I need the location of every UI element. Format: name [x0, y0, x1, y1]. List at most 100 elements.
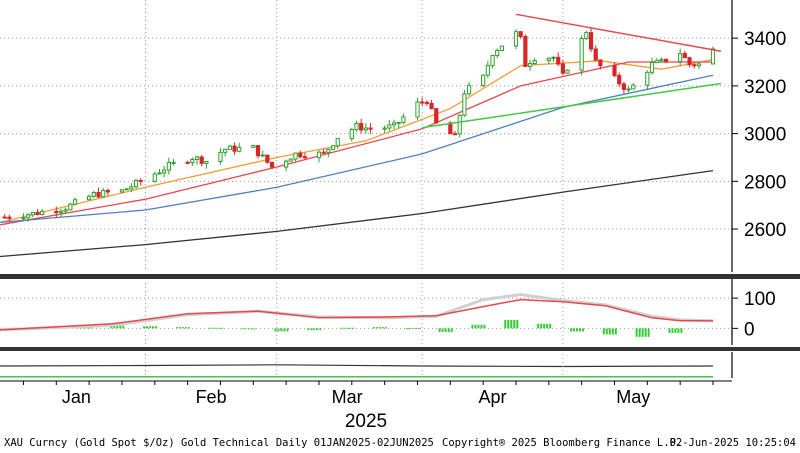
- histogram-bar: [510, 319, 513, 329]
- candle-body: [612, 65, 617, 76]
- candle: [255, 145, 261, 159]
- lower-line: [0, 364, 714, 368]
- candle: [124, 188, 129, 191]
- candle-body: [35, 211, 40, 216]
- month-label: Apr: [479, 387, 507, 407]
- candle-body: [687, 57, 692, 66]
- histogram-bar: [384, 327, 387, 329]
- candle: [218, 147, 223, 165]
- histogram-bar: [644, 328, 647, 337]
- candle-body: [452, 133, 458, 136]
- candle: [129, 183, 134, 193]
- osc-tick-label: 100: [744, 289, 776, 310]
- histogram-bar: [349, 327, 352, 329]
- candle: [138, 178, 143, 186]
- candle: [96, 187, 101, 199]
- candle-body: [495, 49, 500, 56]
- year-label: 2025: [345, 411, 387, 432]
- price-tick-label: 3400: [744, 29, 786, 50]
- candle-body: [598, 59, 603, 67]
- histogram-bar: [122, 325, 125, 329]
- candle-body: [269, 161, 275, 168]
- histogram-bar: [474, 324, 477, 329]
- trendline-resistance: [515, 13, 722, 53]
- histogram-bar: [319, 328, 322, 331]
- histogram-bar: [280, 328, 283, 332]
- candle-body: [387, 124, 392, 129]
- histogram-bar: [250, 328, 253, 330]
- histogram-bar: [647, 328, 650, 337]
- histogram-bar: [247, 328, 250, 330]
- candle: [87, 194, 92, 201]
- moving-average-long: [0, 169, 714, 258]
- histogram-bar: [671, 328, 674, 333]
- candle: [119, 189, 125, 194]
- histogram-bar: [677, 328, 680, 333]
- histogram-bar: [244, 328, 247, 330]
- histogram-bar: [611, 328, 614, 335]
- candle-body: [298, 152, 303, 158]
- histogram-bar: [674, 328, 677, 333]
- histogram-bar: [241, 328, 244, 330]
- osc-signal-line: [0, 292, 714, 332]
- candle: [649, 57, 655, 75]
- candle-body: [396, 121, 401, 124]
- candle-body: [523, 36, 528, 67]
- candle: [696, 62, 702, 69]
- candle-body: [284, 160, 289, 168]
- candle: [166, 157, 171, 175]
- histogram-bar: [569, 328, 572, 332]
- histogram-bar: [375, 327, 378, 329]
- candle-body: [420, 101, 425, 104]
- candle: [532, 57, 537, 65]
- histogram-bar: [516, 319, 519, 329]
- candle-body: [593, 48, 598, 61]
- candle-body: [162, 169, 167, 174]
- candle-body: [101, 190, 106, 198]
- histogram-bar: [253, 328, 256, 330]
- histogram-bar: [668, 328, 671, 333]
- candle: [326, 148, 331, 157]
- histogram-bar: [480, 324, 483, 329]
- candle-body: [54, 210, 59, 214]
- candle-body: [265, 154, 270, 163]
- candle: [133, 178, 139, 190]
- candle-body: [513, 31, 519, 47]
- candle-body: [190, 159, 195, 164]
- candle: [157, 168, 162, 175]
- histogram-bar: [549, 323, 552, 329]
- histogram-bar: [146, 326, 149, 329]
- candle-body: [2, 216, 7, 219]
- price-tick-label: 2800: [744, 172, 786, 193]
- histogram-bar: [220, 327, 223, 329]
- candle: [687, 56, 692, 68]
- candle: [35, 208, 40, 216]
- histogram-bar: [540, 323, 543, 329]
- candle: [692, 63, 697, 69]
- histogram-bar: [110, 325, 113, 329]
- histogram-bar: [543, 323, 546, 329]
- candle-body: [560, 63, 565, 74]
- candle-body: [429, 102, 434, 110]
- histogram-bar: [116, 325, 119, 329]
- histogram-bar: [346, 327, 349, 329]
- month-label: May: [616, 387, 650, 407]
- histogram-bar: [441, 328, 444, 332]
- histogram-bar: [581, 328, 584, 332]
- candle-body: [105, 190, 110, 193]
- candle: [565, 69, 570, 74]
- histogram-bar: [184, 327, 187, 329]
- price-tick-label: 3000: [744, 125, 786, 146]
- candle-body: [204, 160, 209, 164]
- candle: [40, 208, 45, 216]
- histogram-bar: [178, 327, 181, 329]
- candle-body: [185, 161, 190, 164]
- candle-body: [30, 211, 35, 216]
- candle-body: [251, 145, 256, 148]
- footer-timestamp: 02-Jun-2025 10:25:04: [670, 437, 796, 449]
- candle: [265, 154, 270, 164]
- candle: [556, 52, 561, 67]
- histogram-bar: [602, 328, 605, 335]
